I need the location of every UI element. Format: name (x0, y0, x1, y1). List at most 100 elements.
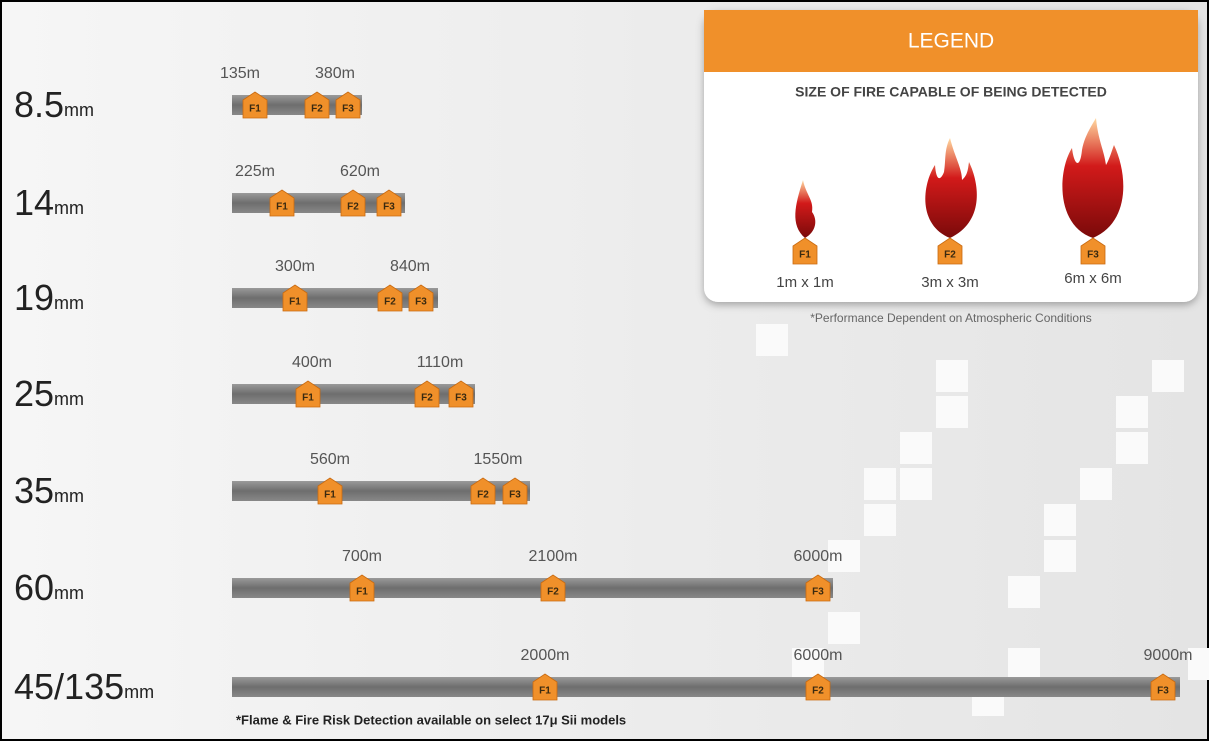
distance-label: 380m (315, 65, 355, 82)
flame-icon (925, 138, 977, 238)
distance-label: 6000m (794, 647, 843, 664)
legend: LEGEND SIZE OF FIRE CAPABLE OF BEING DET… (704, 10, 1198, 325)
lens-label: 25mm (14, 373, 84, 414)
lens-size: 45/135 (14, 666, 124, 707)
tile (828, 612, 860, 644)
tile (1008, 576, 1040, 608)
lens-unit: mm (54, 486, 84, 506)
lens-label: 35mm (14, 470, 84, 511)
tile (828, 540, 860, 572)
tile (1188, 648, 1209, 680)
fire-tag-label: F2 (347, 202, 359, 213)
lens-size: 60 (14, 567, 54, 608)
fire-tag-label: F1 (799, 250, 811, 261)
fire-tag (317, 477, 343, 505)
fire-tag-label: F2 (384, 297, 396, 308)
tile (1116, 432, 1148, 464)
lens-size: 19 (14, 277, 54, 318)
fire-tag (242, 91, 268, 119)
fire-tag (408, 284, 434, 312)
tile (900, 468, 932, 500)
fire-tag (470, 477, 496, 505)
fire-tag (805, 574, 831, 602)
distance-label: 1550m (474, 451, 523, 468)
lens-unit: mm (54, 198, 84, 218)
tile (1116, 396, 1148, 428)
fire-size: 3m x 3m (921, 274, 979, 291)
distance-label: 700m (342, 548, 382, 565)
fire-tag-label: F2 (421, 393, 433, 404)
fire-tag-label: F2 (311, 104, 323, 115)
distance-label: 2100m (529, 548, 578, 565)
decoration (756, 324, 1209, 716)
distance-label: 1110m (417, 354, 464, 371)
lens-size: 35 (14, 470, 54, 511)
fire-tag (448, 380, 474, 408)
lens-row: 8.5mm 135m F1 380m F2 F3 (14, 65, 362, 125)
distance-label: 9000m (1144, 647, 1193, 664)
tile (1008, 648, 1040, 680)
flame-icon (795, 180, 816, 238)
range-bar (232, 578, 833, 598)
fire-tag-label: F1 (302, 393, 314, 404)
lens-unit: mm (54, 583, 84, 603)
lens-size: 25 (14, 373, 54, 414)
distance-label: 300m (275, 258, 315, 275)
tile (864, 504, 896, 536)
fire-tag (805, 673, 831, 701)
fire-tag-label: F1 (276, 202, 288, 213)
flame-icon (1062, 118, 1124, 238)
fire-tag-label: F1 (249, 104, 261, 115)
fire-tag (304, 91, 330, 119)
tile (756, 324, 788, 356)
fire-tag (335, 91, 361, 119)
fire-tag-label: F3 (1157, 686, 1169, 697)
fire-tag (269, 189, 295, 217)
lens-label: 45/135mm (14, 666, 154, 707)
fire-tag (792, 237, 818, 265)
fire-tag (377, 284, 403, 312)
fire-tag-label: F3 (1087, 250, 1099, 261)
lens-label: 14mm (14, 182, 84, 223)
distance-label: 620m (340, 163, 380, 180)
fire-tag-label: F3 (812, 587, 824, 598)
lens-row: 45/135mm 2000m F1 6000m F2 9000m F3 (14, 647, 1192, 706)
fire-size: 1m x 1m (776, 274, 834, 291)
fire-tag-label: F2 (944, 250, 956, 261)
fire-tag-label: F1 (356, 587, 368, 598)
distance-label: 135m (220, 65, 260, 82)
fire-size: 6m x 6m (1064, 270, 1122, 287)
tile (936, 360, 968, 392)
fire-tag (1150, 673, 1176, 701)
fire-tag-label: F3 (455, 393, 467, 404)
lens-label: 60mm (14, 567, 84, 608)
fire-tag-label: F2 (812, 686, 824, 697)
fire-tag-label: F3 (342, 104, 354, 115)
lens-unit: mm (54, 293, 84, 313)
range-bar (232, 384, 475, 404)
legend-header (704, 10, 1198, 72)
fire-tag-label: F3 (509, 490, 521, 501)
distance-label: 6000m (794, 548, 843, 565)
lens-row: 25mm 400m F1 1110m F2 F3 (14, 354, 475, 414)
lens-size: 14 (14, 182, 54, 223)
lens-row: 35mm 560m F1 1550m F2 F3 (14, 451, 530, 511)
fire-tag (340, 189, 366, 217)
fire-tag (414, 380, 440, 408)
fire-tag-label: F3 (383, 202, 395, 213)
lens-size: 8.5 (14, 84, 64, 125)
tile (864, 468, 896, 500)
legend-subtitle: SIZE OF FIRE CAPABLE OF BEING DETECTED (795, 84, 1107, 100)
lens-row: 60mm 700m F1 2100m F2 6000m F3 (14, 548, 842, 607)
fire-tag (540, 574, 566, 602)
tile (1044, 504, 1076, 536)
tile (1044, 540, 1076, 572)
fire-tag (295, 380, 321, 408)
lens-unit: mm (124, 682, 154, 702)
fire-tag (502, 477, 528, 505)
range-bar (232, 481, 530, 501)
fire-tag-label: F1 (539, 686, 551, 697)
fire-tag (532, 673, 558, 701)
tile (1152, 360, 1184, 392)
fire-tag (1080, 237, 1106, 265)
